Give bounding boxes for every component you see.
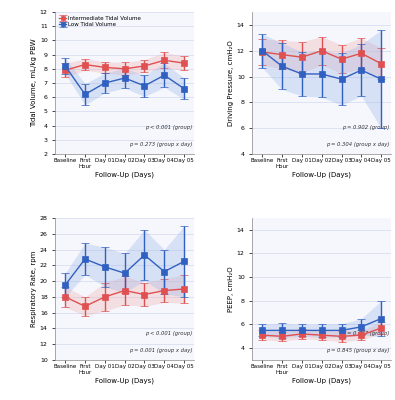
X-axis label: Follow-Up (Days): Follow-Up (Days) bbox=[95, 378, 154, 384]
Y-axis label: PEEP, cmH₂O: PEEP, cmH₂O bbox=[228, 266, 234, 312]
X-axis label: Follow-Up (Days): Follow-Up (Days) bbox=[95, 172, 154, 178]
Y-axis label: Respiratory Rate, rpm: Respiratory Rate, rpm bbox=[31, 251, 37, 327]
Legend: Intermediate Tidal Volume, Low Tidal Volume: Intermediate Tidal Volume, Low Tidal Vol… bbox=[58, 15, 141, 28]
Text: p = 0.077 (group): p = 0.077 (group) bbox=[342, 331, 389, 336]
Text: p = 0.902 (group): p = 0.902 (group) bbox=[342, 125, 389, 130]
Y-axis label: Driving Pressure, cmH₂O: Driving Pressure, cmH₂O bbox=[228, 40, 234, 126]
Text: p = 0.001 (group x day): p = 0.001 (group x day) bbox=[129, 348, 192, 353]
X-axis label: Follow-Up (Days): Follow-Up (Days) bbox=[292, 172, 351, 178]
Text: p < 0.001 (group): p < 0.001 (group) bbox=[145, 125, 192, 130]
X-axis label: Follow-Up (Days): Follow-Up (Days) bbox=[292, 378, 351, 384]
Text: p = 0.845 (group x day): p = 0.845 (group x day) bbox=[326, 348, 389, 353]
Y-axis label: Tidal Volume, mL/kg PBW: Tidal Volume, mL/kg PBW bbox=[31, 39, 37, 127]
Text: p < 0.001 (group): p < 0.001 (group) bbox=[145, 331, 192, 336]
Text: p = 0.304 (group x day): p = 0.304 (group x day) bbox=[326, 142, 389, 147]
Text: p = 0.273 (group x day): p = 0.273 (group x day) bbox=[129, 142, 192, 147]
